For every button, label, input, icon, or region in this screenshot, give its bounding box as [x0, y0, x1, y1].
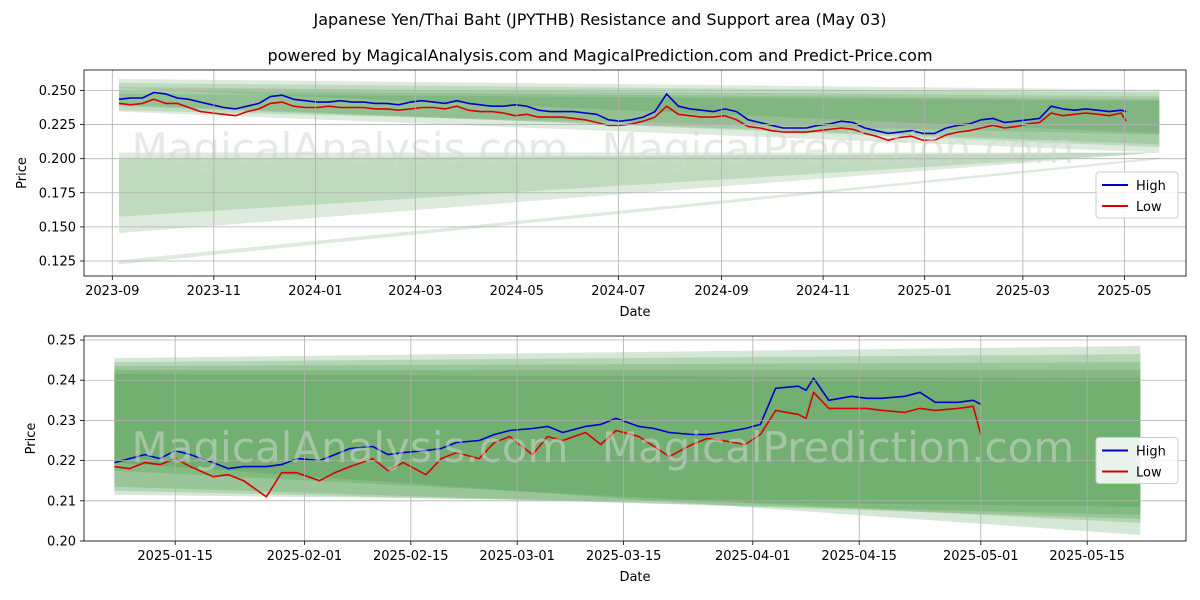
x-tick-label: 2025-02-01: [267, 549, 343, 564]
y-tick-label: 0.200: [39, 152, 76, 167]
panel-1: MagicalAnalysis.com MagicalPrediction.com…: [15, 69, 1187, 320]
panel-2: MagicalAnalysis.com MagicalPrediction.com…: [24, 334, 1187, 585]
y-tick-label: 0.23: [47, 414, 76, 429]
legend-label-high: High: [1136, 179, 1166, 194]
axes-frame: [83, 69, 1187, 277]
band-8: [118, 157, 1160, 265]
x-tick-label: 2025-02-15: [373, 549, 449, 564]
y-tick-label: 0.22: [47, 454, 76, 469]
band-1: [114, 346, 1141, 535]
x-tick-label: 2023-11: [187, 284, 241, 299]
y-tick-label: 0.25: [47, 334, 76, 349]
watermark-text: MagicalAnalysis.com: [132, 124, 569, 173]
x-tick-label: 2025-04-01: [715, 549, 791, 564]
x-axis-label: Date: [619, 570, 650, 585]
y-tick-label: 0.125: [39, 254, 76, 269]
x-tick-label: 2025-01: [897, 284, 951, 299]
watermark-text: MagicalAnalysis.com: [132, 423, 569, 472]
watermark-text: MagicalPrediction.com: [602, 124, 1075, 173]
x-tick-label: 2024-07: [591, 284, 645, 299]
y-tick-label: 0.175: [39, 186, 76, 201]
series-line-low: [114, 391, 982, 498]
y-axis-label: Price: [15, 157, 30, 189]
band-1: [118, 78, 1160, 134]
legend: High Low: [1095, 171, 1179, 219]
x-tick-label: 2025-03-15: [586, 549, 662, 564]
band-5: [114, 374, 1141, 507]
axes-frame: [83, 335, 1187, 542]
legend: High Low: [1095, 437, 1179, 484]
x-tick-label: 2023-09: [85, 284, 139, 299]
y-tick-label: 0.20: [47, 535, 76, 550]
x-tick-label: 2025-04-15: [821, 549, 897, 564]
plot-area-2: [114, 346, 1141, 535]
series-line-high: [114, 377, 982, 470]
x-tick-label: 2024-09: [694, 284, 748, 299]
x-tick-label: 2024-05: [490, 284, 544, 299]
x-tick-label: 2025-05: [1097, 284, 1151, 299]
chart-subtitle: powered by MagicalAnalysis.com and Magic…: [267, 46, 933, 65]
band-6: [118, 152, 1160, 217]
x-tick-label: 2025-03: [996, 284, 1050, 299]
legend-label-low: Low: [1136, 466, 1162, 481]
x-tick-label: 2024-03: [388, 284, 442, 299]
y-tick-label: 0.250: [39, 84, 76, 99]
x-tick-label: 2025-05-01: [943, 549, 1019, 564]
x-tick-label: 2024-11: [796, 284, 850, 299]
band-4: [114, 370, 1141, 515]
band-7: [118, 152, 1160, 234]
y-tick-label: 0.225: [39, 118, 76, 133]
x-tick-label: 2025-05-15: [1049, 549, 1125, 564]
y-tick-label: 0.24: [47, 374, 76, 389]
watermark-text: MagicalPrediction.com: [602, 423, 1075, 472]
x-tick-label: 2025-03-01: [479, 549, 555, 564]
y-tick-label: 0.150: [39, 220, 76, 235]
x-tick-label: 2024-01: [288, 284, 342, 299]
legend-label-low: Low: [1136, 200, 1162, 215]
x-axis-label: Date: [619, 305, 650, 320]
legend-label-high: High: [1136, 445, 1166, 460]
x-tick-label: 2025-01-15: [137, 549, 213, 564]
chart-title: Japanese Yen/Thai Baht (JPYTHB) Resistan…: [313, 10, 887, 29]
y-axis-label: Price: [24, 423, 39, 455]
y-tick-label: 0.21: [47, 494, 76, 509]
band-2: [114, 354, 1141, 523]
band-3: [114, 362, 1141, 519]
